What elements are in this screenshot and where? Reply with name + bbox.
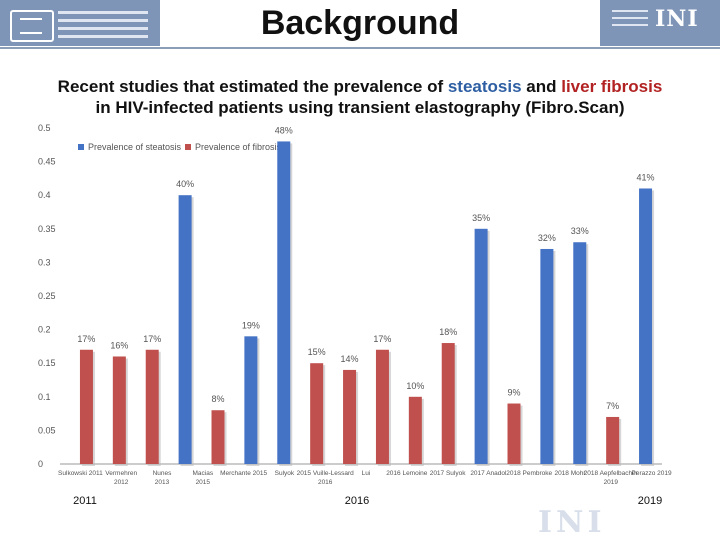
bar-data-label: 7% bbox=[606, 401, 619, 411]
x-tick-label: Nunes bbox=[153, 470, 173, 477]
legend-label-1: Prevalence of fibrosis bbox=[195, 142, 282, 152]
y-tick-label: 0.25 bbox=[38, 291, 56, 301]
x-tick-label: 2012 bbox=[114, 479, 129, 486]
subtitle-line-2: in HIV-infected patients using transient… bbox=[95, 98, 625, 117]
bar bbox=[145, 349, 159, 464]
bar-data-label: 14% bbox=[341, 354, 359, 364]
bar bbox=[507, 403, 521, 464]
bar-data-label: 33% bbox=[571, 226, 589, 236]
subtitle-fibrosis: liver fibrosis bbox=[561, 77, 663, 96]
subtitle-part-2: and bbox=[521, 77, 562, 96]
ini-watermark-icon: INI bbox=[538, 505, 606, 540]
logo-text-lines bbox=[58, 11, 148, 43]
bar bbox=[441, 343, 455, 464]
bar bbox=[277, 141, 291, 464]
bar-data-label: 15% bbox=[308, 347, 326, 357]
bar-data-label: 18% bbox=[439, 327, 457, 337]
y-tick-label: 0.1 bbox=[38, 392, 51, 402]
bar-data-label: 17% bbox=[77, 334, 95, 344]
bar-data-label: 8% bbox=[211, 394, 224, 404]
building-emblem-icon bbox=[10, 10, 54, 42]
y-tick-label: 0 bbox=[38, 459, 43, 469]
x-tick-label: Merchante 2015 bbox=[220, 470, 267, 477]
legend-swatch-0 bbox=[78, 144, 84, 150]
slide-subtitle: Recent studies that estimated the preval… bbox=[10, 76, 710, 118]
subtitle-steatosis: steatosis bbox=[447, 77, 522, 96]
bar bbox=[375, 349, 389, 464]
x-tick-label: 2017 Sulyok bbox=[430, 470, 467, 477]
bar bbox=[310, 363, 324, 464]
x-tick-label: 2016 bbox=[318, 479, 333, 486]
subtitle-part-1: Recent studies that estimated the preval… bbox=[57, 77, 448, 96]
x-tick-label: Vermehren bbox=[105, 470, 137, 477]
x-tick-label: Lui bbox=[362, 470, 371, 477]
bar bbox=[211, 410, 225, 464]
bar bbox=[573, 242, 587, 464]
bar-data-label: 32% bbox=[538, 233, 556, 243]
y-tick-label: 0.3 bbox=[38, 257, 51, 267]
timeline-year: 2019 bbox=[638, 495, 662, 507]
y-tick-label: 0.45 bbox=[38, 157, 56, 167]
ministry-logo bbox=[0, 0, 160, 46]
y-tick-label: 0.15 bbox=[38, 358, 56, 368]
x-tick-label: 2017 Anadol bbox=[470, 470, 507, 477]
bar bbox=[474, 228, 488, 464]
x-tick-label: Perazzo 2019 bbox=[632, 470, 672, 477]
slide-header: Background INI bbox=[0, 0, 720, 49]
logo-text-lines-right bbox=[612, 10, 648, 31]
timeline-year: 2016 bbox=[345, 495, 369, 507]
x-tick-label: 2015 bbox=[196, 479, 211, 486]
prevalence-bar-chart: 0 0.05 0.1 0.15 0.2 0.25 0.3 0.35 0.4 0.45 0.5 Prev… bbox=[38, 123, 672, 507]
bar-data-label: 35% bbox=[472, 213, 490, 223]
y-tick-label: 0.4 bbox=[38, 190, 51, 200]
bar bbox=[244, 336, 258, 464]
y-tick-label: 0.2 bbox=[38, 325, 51, 335]
y-tick-label: 0.5 bbox=[38, 123, 51, 133]
ini-logo-mark-icon: INI bbox=[655, 6, 699, 32]
bar-data-label: 40% bbox=[176, 179, 194, 189]
legend-label-0: Prevalence of steatosis bbox=[88, 142, 182, 152]
x-tick-label: Sulyok bbox=[275, 470, 295, 477]
bar bbox=[112, 356, 126, 464]
bar bbox=[178, 195, 192, 464]
bar-data-label: 17% bbox=[143, 334, 161, 344]
ini-logo: INI bbox=[600, 0, 720, 46]
header-divider bbox=[0, 47, 720, 49]
x-tick-label: 2013 bbox=[155, 479, 170, 486]
bar-data-label: 19% bbox=[242, 320, 260, 330]
bar-data-label: 9% bbox=[507, 388, 520, 398]
slide-title: Background bbox=[260, 4, 460, 42]
x-tick-label: 2018 Aepfelbacher bbox=[584, 470, 639, 477]
timeline-year: 2011 bbox=[73, 495, 97, 507]
bar-data-label: 16% bbox=[110, 340, 128, 350]
x-tick-label: 2018 Mohr bbox=[554, 470, 586, 477]
x-tick-label: 2018 Pembroke bbox=[506, 470, 552, 477]
x-tick-label: 2015 Vuille-Lessard bbox=[297, 470, 355, 477]
x-tick-label: Macias bbox=[193, 470, 214, 477]
bar bbox=[79, 349, 93, 464]
x-tick-label: 2019 bbox=[604, 479, 619, 486]
bar bbox=[639, 188, 653, 464]
bar-data-label: 41% bbox=[637, 172, 655, 182]
bar bbox=[606, 416, 620, 464]
bar bbox=[343, 369, 357, 464]
legend-swatch-1 bbox=[185, 144, 191, 150]
bar-data-label: 48% bbox=[275, 125, 293, 135]
bar bbox=[408, 396, 422, 464]
x-tick-label: Sulkowski 2011 bbox=[58, 470, 103, 477]
bar-data-label: 17% bbox=[373, 334, 391, 344]
bar bbox=[540, 248, 554, 464]
bar-data-label: 10% bbox=[406, 381, 424, 391]
y-tick-label: 0.35 bbox=[38, 224, 56, 234]
y-tick-label: 0.05 bbox=[38, 425, 56, 435]
x-tick-label: 2016 Lemoine bbox=[386, 470, 428, 477]
